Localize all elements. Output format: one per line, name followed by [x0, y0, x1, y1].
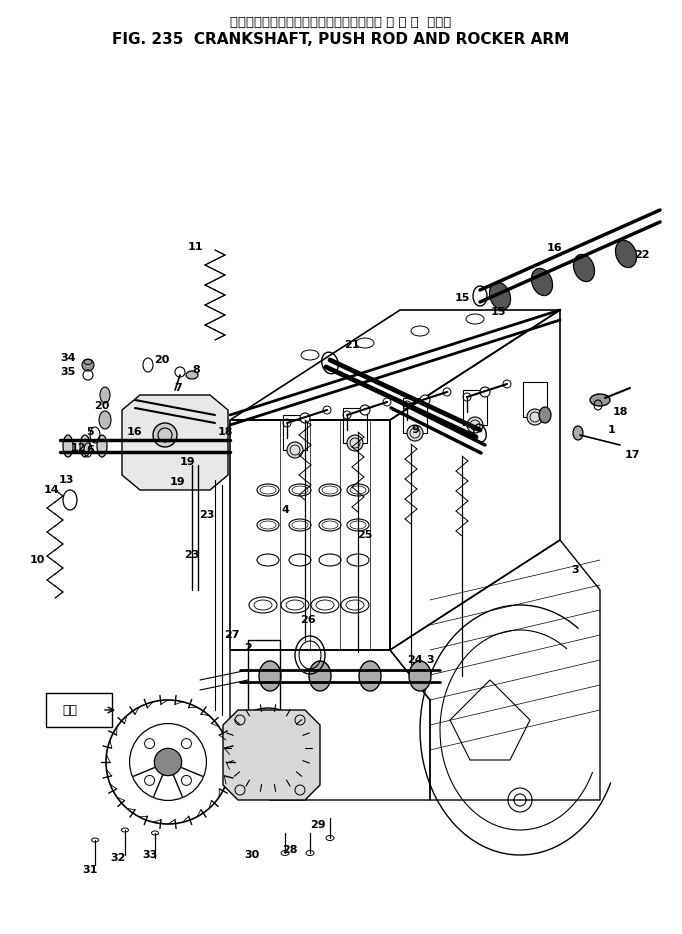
Ellipse shape [97, 435, 107, 457]
Text: 19: 19 [170, 477, 186, 487]
Text: 6: 6 [86, 445, 94, 455]
Text: 29: 29 [310, 820, 326, 830]
Circle shape [287, 442, 303, 458]
Ellipse shape [80, 435, 90, 457]
Text: 18: 18 [218, 427, 233, 437]
Ellipse shape [574, 254, 595, 281]
Text: 7: 7 [174, 383, 182, 393]
Text: 23: 23 [184, 550, 200, 560]
Ellipse shape [539, 407, 551, 423]
Polygon shape [122, 395, 228, 490]
Text: 5: 5 [86, 427, 94, 437]
Text: 15: 15 [454, 293, 470, 303]
Circle shape [300, 413, 310, 423]
Text: 9: 9 [411, 425, 419, 435]
Text: 2: 2 [244, 643, 252, 653]
Ellipse shape [259, 661, 281, 691]
Circle shape [467, 417, 483, 433]
Text: 27: 27 [224, 630, 240, 640]
Text: 20: 20 [94, 401, 110, 411]
Ellipse shape [615, 240, 636, 268]
Text: 3: 3 [572, 565, 579, 575]
Text: 1: 1 [608, 425, 616, 435]
Text: 28: 28 [282, 845, 298, 855]
Ellipse shape [309, 661, 331, 691]
Circle shape [480, 387, 490, 397]
Text: 25: 25 [357, 530, 372, 540]
Polygon shape [223, 710, 320, 800]
Text: 3: 3 [426, 655, 434, 665]
Ellipse shape [409, 661, 431, 691]
Text: FIG. 235  CRANKSHAFT, PUSH ROD AND ROCKER ARM: FIG. 235 CRANKSHAFT, PUSH ROD AND ROCKER… [113, 33, 569, 48]
Text: 19: 19 [180, 457, 196, 467]
Ellipse shape [99, 411, 111, 429]
Text: 前方: 前方 [63, 703, 78, 716]
Ellipse shape [573, 426, 583, 440]
Ellipse shape [100, 387, 110, 403]
Text: 17: 17 [624, 450, 640, 460]
Text: 21: 21 [344, 340, 359, 350]
Text: 26: 26 [300, 615, 316, 625]
Circle shape [153, 423, 177, 447]
Text: 22: 22 [634, 250, 650, 260]
Text: 13: 13 [59, 475, 74, 485]
Text: 14: 14 [44, 485, 60, 495]
Text: 32: 32 [110, 853, 125, 863]
Text: 15: 15 [490, 307, 505, 317]
Circle shape [407, 425, 423, 441]
Circle shape [82, 359, 94, 371]
FancyBboxPatch shape [46, 693, 112, 727]
Ellipse shape [590, 394, 610, 406]
Text: 12: 12 [70, 443, 86, 453]
Text: 10: 10 [29, 555, 45, 565]
Circle shape [347, 435, 363, 451]
Text: 8: 8 [192, 365, 200, 375]
Ellipse shape [531, 268, 552, 295]
Text: 16: 16 [127, 427, 143, 437]
Ellipse shape [490, 282, 511, 309]
Text: 4: 4 [281, 505, 289, 515]
Text: 23: 23 [199, 510, 215, 520]
Circle shape [420, 395, 430, 405]
Text: 30: 30 [244, 850, 260, 860]
Circle shape [360, 405, 370, 415]
Circle shape [254, 734, 282, 762]
Circle shape [154, 748, 181, 775]
Text: 35: 35 [61, 367, 76, 377]
Text: 16: 16 [547, 243, 563, 253]
Text: 24: 24 [407, 655, 423, 665]
Text: 33: 33 [143, 850, 158, 860]
Text: 34: 34 [60, 353, 76, 363]
Text: 31: 31 [83, 865, 98, 875]
Text: 11: 11 [188, 242, 203, 252]
Circle shape [527, 409, 543, 425]
Text: 18: 18 [612, 407, 627, 417]
Ellipse shape [63, 435, 73, 457]
Ellipse shape [186, 371, 198, 379]
Text: クランクシャフト、プッシュロッドおよび ロ ッ カ  アーム: クランクシャフト、プッシュロッドおよび ロ ッ カ アーム [231, 16, 451, 29]
Text: 20: 20 [154, 355, 170, 365]
Ellipse shape [359, 661, 381, 691]
